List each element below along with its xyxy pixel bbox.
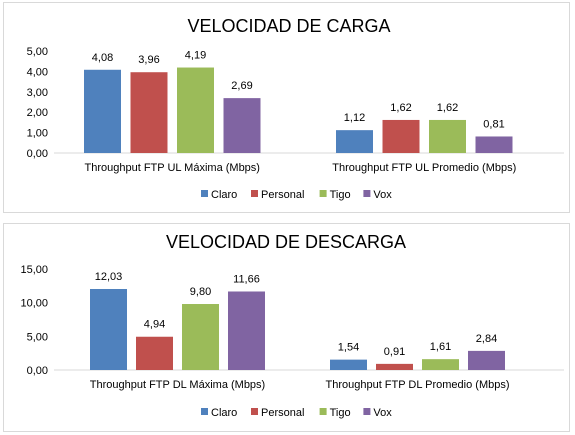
bar-personal xyxy=(136,336,173,370)
category-label: Throughput FTP DL Máxima (Mbps) xyxy=(90,379,265,391)
bar-vox xyxy=(228,291,265,370)
legend-swatch xyxy=(363,190,371,197)
legend-swatch xyxy=(319,408,327,415)
y-tick-label: 2,00 xyxy=(27,107,48,119)
data-label: 4,94 xyxy=(144,319,165,331)
category-label: Throughput FTP DL Promedio (Mbps) xyxy=(325,379,509,391)
y-tick-label: 0,00 xyxy=(27,365,48,377)
data-label: 2,84 xyxy=(476,333,497,345)
bar-personal xyxy=(382,119,420,153)
legend-label: Vox xyxy=(373,407,392,419)
bar-claro xyxy=(90,288,127,370)
bar-tigo xyxy=(429,119,466,153)
data-label: 9,80 xyxy=(190,286,211,298)
data-label: 11,66 xyxy=(233,273,260,285)
chart-title: VELOCIDAD DE DESCARGA xyxy=(166,232,406,252)
data-label: 1,62 xyxy=(437,102,458,114)
y-tick-label: 1,00 xyxy=(27,128,48,140)
legend-label: Vox xyxy=(373,189,392,201)
bar-tigo xyxy=(422,359,459,370)
download-speed-chart: VELOCIDAD DE DESCARGA 0,00 5,00 10,00 15,00 1… xyxy=(3,223,570,432)
legend-label: Tigo xyxy=(330,407,351,419)
y-tick-label: 5,00 xyxy=(27,331,48,343)
legend-swatch xyxy=(251,190,258,197)
data-label: 1,12 xyxy=(344,112,365,124)
data-label: 3,96 xyxy=(138,54,159,66)
data-label: 2,69 xyxy=(231,80,252,92)
bar-claro xyxy=(84,69,121,153)
y-tick-label: 15,00 xyxy=(20,264,48,276)
category-label: Throughput FTP UL Máxima (Mbps) xyxy=(85,162,260,174)
data-label: 4,19 xyxy=(185,50,206,62)
y-tick-label: 3,00 xyxy=(27,87,48,99)
bar-vox xyxy=(475,136,513,153)
legend-swatch xyxy=(319,190,327,197)
bar-claro xyxy=(330,359,367,370)
data-label: 1,61 xyxy=(430,341,451,353)
y-tick-label: 10,00 xyxy=(20,298,48,310)
data-label: 1,54 xyxy=(338,342,359,354)
bar-personal xyxy=(376,363,413,370)
data-label: 0,81 xyxy=(483,118,504,130)
legend-swatch xyxy=(251,408,258,415)
data-label: 12,03 xyxy=(95,271,123,283)
legend-label: Claro xyxy=(211,189,237,201)
bar-vox xyxy=(468,350,505,370)
legend-label: Personal xyxy=(261,407,304,419)
legend-label: Claro xyxy=(211,407,237,419)
y-tick-label: 0,00 xyxy=(27,148,48,160)
chart-title: VELOCIDAD DE CARGA xyxy=(187,16,390,36)
bar-vox xyxy=(223,98,261,153)
legend-swatch xyxy=(201,190,208,197)
data-label: 1,62 xyxy=(390,102,411,114)
data-label: 0,91 xyxy=(384,346,405,358)
legend-swatch xyxy=(201,408,208,415)
bar-personal xyxy=(130,72,168,153)
bar-tigo xyxy=(177,67,214,153)
bar-claro xyxy=(336,130,373,153)
legend-label: Tigo xyxy=(330,189,351,201)
download-speed-chart-svg: VELOCIDAD DE DESCARGA 0,00 5,00 10,00 15,00 1… xyxy=(20,232,564,419)
data-label: 4,08 xyxy=(92,52,113,64)
bar-tigo xyxy=(182,304,219,370)
upload-speed-chart-svg: VELOCIDAD DE CARGA 0,00 1,00 2,00 3,00 4,00 5,… xyxy=(27,16,564,201)
y-tick-label: 4,00 xyxy=(27,66,48,78)
legend-swatch xyxy=(363,408,371,415)
legend-label: Personal xyxy=(261,189,304,201)
y-tick-label: 5,00 xyxy=(27,46,48,58)
category-label: Throughput FTP UL Promedio (Mbps) xyxy=(332,162,516,174)
upload-speed-chart: VELOCIDAD DE CARGA 0,00 1,00 2,00 3,00 4,00 5,… xyxy=(3,2,570,213)
